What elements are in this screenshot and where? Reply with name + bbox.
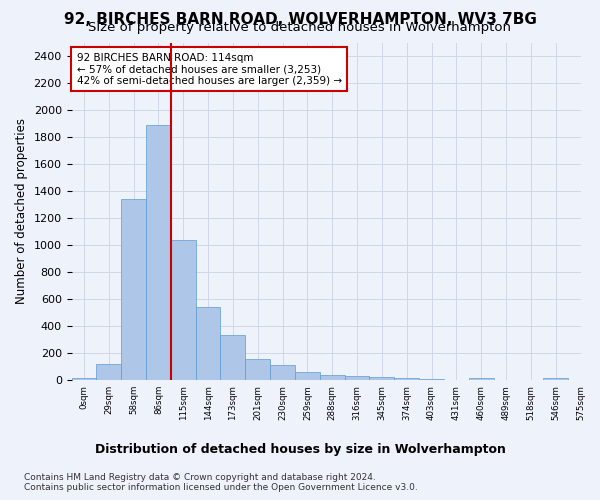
Text: Distribution of detached houses by size in Wolverhampton: Distribution of detached houses by size … bbox=[95, 442, 505, 456]
Bar bbox=[469, 378, 494, 380]
Bar bbox=[394, 378, 419, 380]
Bar bbox=[97, 364, 121, 380]
Bar bbox=[543, 378, 568, 380]
Bar bbox=[146, 125, 171, 380]
Y-axis label: Number of detached properties: Number of detached properties bbox=[15, 118, 28, 304]
Bar bbox=[245, 358, 270, 380]
Text: Contains HM Land Registry data © Crown copyright and database right 2024.: Contains HM Land Registry data © Crown c… bbox=[24, 472, 376, 482]
Bar bbox=[344, 376, 370, 380]
Bar bbox=[171, 240, 196, 380]
Bar bbox=[270, 366, 295, 380]
Bar bbox=[419, 379, 444, 380]
Bar bbox=[370, 377, 394, 380]
Text: Contains public sector information licensed under the Open Government Licence v3: Contains public sector information licen… bbox=[24, 482, 418, 492]
Bar bbox=[295, 372, 320, 380]
Bar bbox=[121, 199, 146, 380]
Bar bbox=[196, 308, 220, 380]
Text: 92, BIRCHES BARN ROAD, WOLVERHAMPTON, WV3 7BG: 92, BIRCHES BARN ROAD, WOLVERHAMPTON, WV… bbox=[64, 12, 536, 26]
Bar bbox=[71, 378, 97, 380]
Bar bbox=[320, 375, 344, 380]
Bar bbox=[220, 335, 245, 380]
Text: 92 BIRCHES BARN ROAD: 114sqm
← 57% of detached houses are smaller (3,253)
42% of: 92 BIRCHES BARN ROAD: 114sqm ← 57% of de… bbox=[77, 52, 342, 86]
Text: Size of property relative to detached houses in Wolverhampton: Size of property relative to detached ho… bbox=[89, 22, 511, 35]
